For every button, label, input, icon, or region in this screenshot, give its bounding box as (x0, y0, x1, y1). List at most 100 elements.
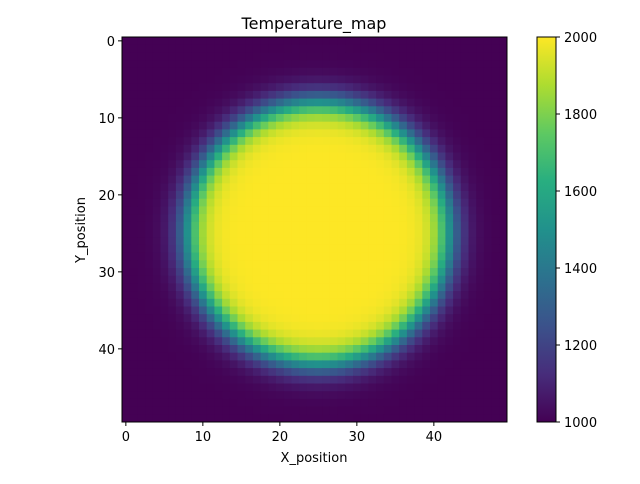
heatmap-cell (437, 268, 446, 277)
heatmap-cell (299, 221, 308, 230)
heatmap-cell (368, 214, 377, 223)
heatmap-cell (183, 167, 192, 176)
heatmap-cell (383, 60, 392, 69)
heatmap-cell (483, 37, 492, 46)
heatmap-cell (137, 37, 146, 46)
heatmap-cell (276, 275, 285, 284)
heatmap-cell (476, 398, 485, 407)
heatmap-cell (337, 268, 346, 277)
heatmap-cell (399, 60, 408, 69)
heatmap-cell (360, 414, 369, 423)
heatmap-cell (283, 414, 292, 423)
heatmap-cell (276, 90, 285, 99)
heatmap-cell (160, 152, 169, 161)
heatmap-cell (399, 398, 408, 407)
heatmap-cell (445, 160, 454, 169)
heatmap-cell (291, 291, 300, 300)
heatmap-cell (229, 152, 238, 161)
heatmap-cell (406, 252, 415, 261)
heatmap-cell (252, 106, 261, 115)
heatmap-cell (214, 52, 223, 61)
heatmap-cell (222, 75, 231, 84)
heatmap-cell (337, 398, 346, 407)
heatmap-cell (145, 337, 154, 346)
heatmap-cell (199, 244, 208, 253)
heatmap-cell (191, 206, 200, 215)
heatmap-cell (229, 383, 238, 392)
heatmap-cell (299, 198, 308, 207)
heatmap-cell (491, 121, 500, 130)
heatmap-cell (430, 221, 439, 230)
heatmap-cell (460, 345, 469, 354)
heatmap-cell (268, 329, 277, 338)
heatmap-cell (399, 90, 408, 99)
heatmap-cell (145, 152, 154, 161)
heatmap-cell (314, 191, 323, 200)
heatmap-cell (252, 398, 261, 407)
heatmap-cell (499, 83, 508, 92)
heatmap-cell (453, 345, 462, 354)
heatmap-cell (283, 406, 292, 415)
heatmap-cell (445, 106, 454, 115)
heatmap-cell (152, 229, 161, 238)
heatmap-cell (191, 229, 200, 238)
heatmap-cell (214, 121, 223, 130)
heatmap-cell (137, 152, 146, 161)
heatmap-cell (276, 144, 285, 153)
heatmap-cell (437, 291, 446, 300)
heatmap-cell (168, 44, 177, 53)
heatmap-cell (260, 237, 269, 246)
heatmap-cell (137, 198, 146, 207)
heatmap-cell (291, 160, 300, 169)
heatmap-cell (368, 252, 377, 261)
heatmap-cell (391, 152, 400, 161)
heatmap-cell (206, 98, 215, 107)
heatmap-cell (445, 268, 454, 277)
heatmap-cell (353, 237, 362, 246)
heatmap-cell (360, 52, 369, 61)
heatmap-cell (229, 183, 238, 192)
heatmap-cell (183, 183, 192, 192)
heatmap-cell (245, 221, 254, 230)
heatmap-cell (399, 352, 408, 361)
heatmap-cell (399, 52, 408, 61)
heatmap-cell (468, 337, 477, 346)
heatmap-cell (468, 60, 477, 69)
heatmap-cell (368, 144, 377, 153)
heatmap-cell (291, 237, 300, 246)
heatmap-cell (175, 183, 184, 192)
heatmap-cell (137, 237, 146, 246)
heatmap-cell (160, 221, 169, 230)
heatmap-cell (491, 152, 500, 161)
heatmap-cell (391, 360, 400, 369)
heatmap-cell (314, 44, 323, 53)
heatmap-cell (437, 352, 446, 361)
heatmap-cell (122, 144, 131, 153)
heatmap-cell (291, 175, 300, 184)
heatmap-cell (206, 244, 215, 253)
heatmap-cell (206, 398, 215, 407)
heatmap-cell (499, 329, 508, 338)
heatmap-cell (460, 106, 469, 115)
heatmap-cell (306, 291, 315, 300)
heatmap-cell (422, 398, 431, 407)
heatmap-cell (391, 283, 400, 292)
heatmap-cell (453, 283, 462, 292)
heatmap-cell (353, 214, 362, 223)
heatmap-cell (414, 398, 423, 407)
heatmap-cell (129, 345, 138, 354)
heatmap-cell (422, 183, 431, 192)
heatmap-cell (222, 268, 231, 277)
heatmap-cell (122, 275, 131, 284)
heatmap-cell (245, 167, 254, 176)
heatmap-cell (214, 368, 223, 377)
heatmap-cell (353, 167, 362, 176)
heatmap-cell (445, 214, 454, 223)
heatmap-cell (406, 337, 415, 346)
heatmap-cell (268, 198, 277, 207)
heatmap-cell (314, 298, 323, 307)
heatmap-cell (422, 90, 431, 99)
heatmap-cell (360, 368, 369, 377)
heatmap-cell (337, 391, 346, 400)
heatmap-cell (406, 60, 415, 69)
